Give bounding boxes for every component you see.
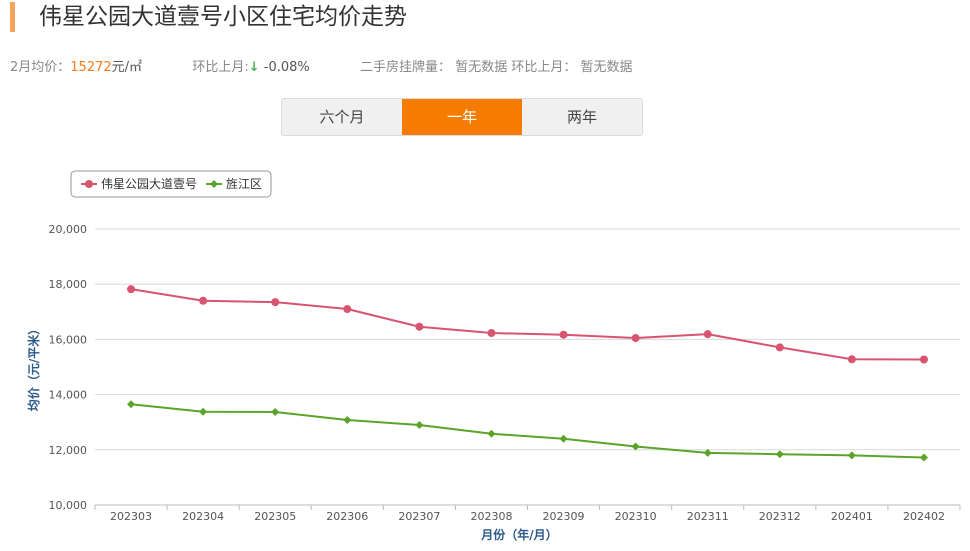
tab-one-year[interactable]: 一年 — [402, 99, 522, 135]
legend-marker-diamond — [210, 180, 218, 188]
data-point-1 — [703, 330, 712, 339]
x-tick-label: 202308 — [470, 510, 512, 523]
x-tick-label: 202307 — [398, 510, 440, 523]
data-point-1 — [127, 285, 136, 294]
data-point-1 — [631, 334, 640, 343]
x-tick-label: 202310 — [615, 510, 657, 523]
y-tick-label: 12,000 — [49, 444, 88, 457]
data-point-1 — [559, 330, 568, 339]
listing-label: 二手房挂牌量： — [360, 60, 452, 75]
data-point-2 — [199, 407, 208, 416]
data-point-2 — [343, 415, 352, 424]
tab-six-months[interactable]: 六个月 — [282, 99, 402, 135]
listing-mom-value: 暂无数据 — [580, 60, 633, 75]
tab-two-years[interactable]: 两年 — [522, 99, 642, 135]
avg-price-label: 2月均价： — [10, 60, 71, 75]
data-point-1 — [343, 305, 352, 314]
avg-price-value: 15272 — [70, 60, 112, 75]
page-title: 伟星公园大道壹号小区住宅均价走势 — [39, 4, 407, 30]
mom-label: 环比上月: — [192, 60, 249, 75]
x-tick-label: 202312 — [759, 510, 801, 523]
data-point-1 — [847, 355, 856, 364]
data-point-1 — [919, 355, 928, 364]
data-point-2 — [919, 453, 928, 462]
data-point-2 — [631, 442, 640, 451]
data-point-1 — [415, 322, 424, 331]
title-bar: 伟星公园大道壹号小区住宅均价走势 — [10, 2, 407, 32]
x-tick-label: 202311 — [687, 510, 729, 523]
legend-label-1: 伟星公园大道壹号 — [101, 177, 197, 191]
x-tick-label: 202304 — [182, 510, 224, 523]
series-line-2 — [130, 403, 924, 459]
data-point-1 — [487, 329, 496, 338]
y-tick-label: 14,000 — [49, 389, 88, 402]
x-tick-label: 202305 — [254, 510, 296, 523]
mom-value: -0.08% — [263, 60, 310, 75]
x-tick-label: 202303 — [110, 510, 152, 523]
x-axis-title: 月份（年/月） — [480, 527, 557, 542]
period-tabs: 六个月 一年 两年 — [281, 98, 643, 136]
data-point-2 — [775, 450, 784, 459]
y-axis-title: 均价（元/平米） — [26, 323, 41, 411]
data-point-1 — [199, 296, 208, 305]
x-tick-label: 202306 — [326, 510, 368, 523]
listing-value: 暂无数据 — [455, 60, 508, 75]
x-tick-label: 202309 — [543, 510, 585, 523]
series-line-1 — [130, 288, 924, 361]
x-tick-label: 202402 — [903, 510, 945, 523]
data-point-2 — [559, 434, 568, 443]
data-point-2 — [487, 429, 496, 438]
y-tick-label: 18,000 — [49, 278, 88, 291]
stats-bar: 2月均价：15272元/㎡ 环比上月:↓ -0.08% 二手房挂牌量： 暂无数据… — [10, 56, 633, 75]
legend-label-2: 旌江区 — [226, 177, 262, 191]
data-point-1 — [271, 298, 280, 307]
data-point-2 — [415, 420, 424, 429]
data-point-1 — [775, 343, 784, 352]
listing-mom-label: 环比上月： — [511, 60, 577, 75]
legend-marker-circle — [85, 180, 93, 188]
down-arrow-icon: ↓ — [248, 60, 260, 75]
data-point-2 — [847, 451, 856, 460]
data-point-2 — [127, 400, 136, 409]
data-point-2 — [271, 407, 280, 416]
y-tick-label: 20,000 — [49, 223, 88, 236]
legend-box — [70, 170, 272, 198]
avg-price-unit: 元/㎡ — [111, 60, 143, 75]
data-point-2 — [703, 448, 712, 457]
y-tick-label: 16,000 — [49, 333, 88, 346]
y-tick-label: 10,000 — [49, 499, 88, 512]
x-tick-label: 202401 — [831, 510, 873, 523]
